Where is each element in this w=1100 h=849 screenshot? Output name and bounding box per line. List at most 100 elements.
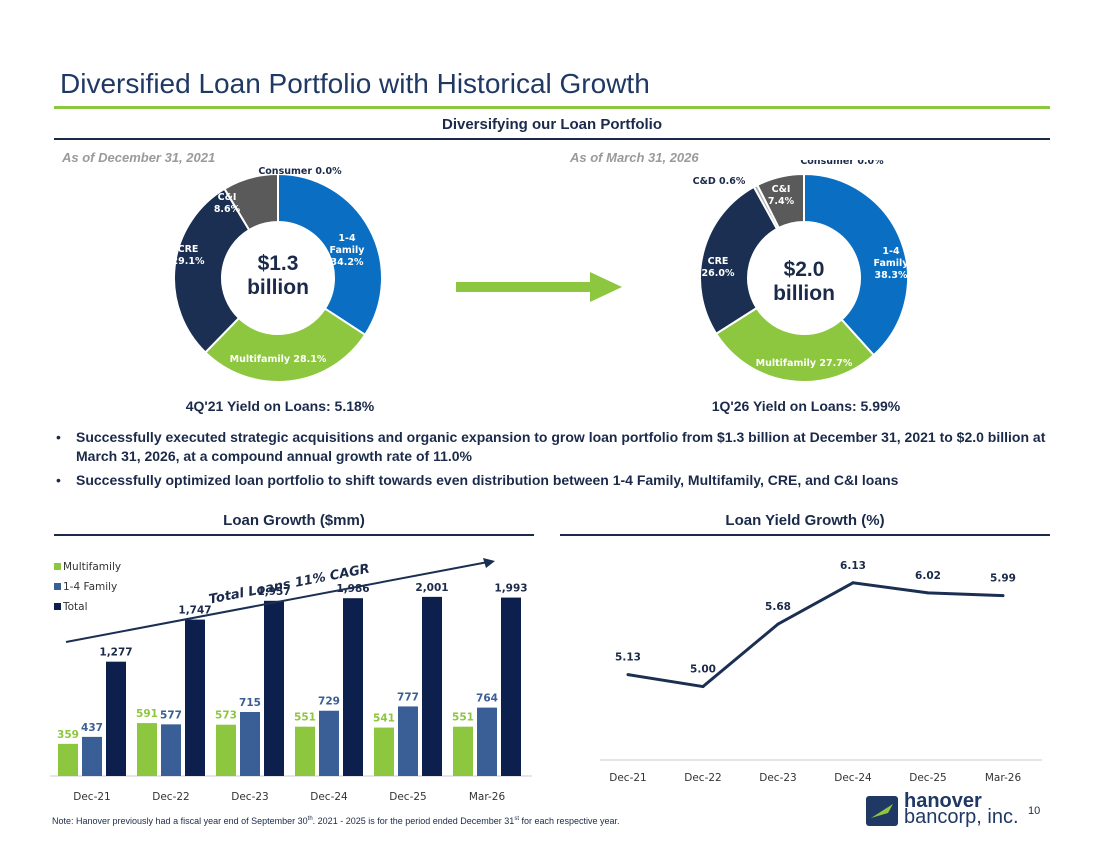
x-tick-label: Dec-24 xyxy=(310,791,348,803)
x-tick-label: Dec-22 xyxy=(684,772,721,784)
donut-slice-c-i xyxy=(756,172,805,230)
bar-value-label: 2,001 xyxy=(415,582,448,594)
bar-1-4-family xyxy=(477,707,497,776)
legend-swatch xyxy=(54,563,61,570)
x-tick-label: Dec-25 xyxy=(389,791,426,803)
donut-label: 1-4 xyxy=(882,246,900,257)
bar-total xyxy=(343,598,363,776)
x-tick-label: Dec-24 xyxy=(834,772,872,784)
loan-yield-divider xyxy=(560,534,1050,536)
bar-value-label: 1,957 xyxy=(257,586,290,598)
yield-point xyxy=(701,685,705,689)
x-tick-label: Dec-25 xyxy=(909,772,946,784)
donut-2021-center-unit: billion xyxy=(247,276,309,299)
donut-label: 38.3% xyxy=(875,270,908,281)
bar-1-4-family xyxy=(398,706,418,776)
page-title: Diversified Loan Portfolio with Historic… xyxy=(60,68,650,99)
bar-value-label: 359 xyxy=(57,729,79,741)
donut-slice-cre xyxy=(173,187,251,354)
yield-value-label: 6.02 xyxy=(915,570,941,582)
bar-value-label: 551 xyxy=(294,712,316,724)
footnote-sup: st xyxy=(514,816,519,822)
donut-2021-center: $1.3 billion xyxy=(226,252,330,300)
x-tick-label: Dec-23 xyxy=(231,791,268,803)
donut-label: CRE xyxy=(178,244,199,255)
legend-label: Multifamily xyxy=(63,561,121,573)
logo-text-line2: bancorp, inc. xyxy=(904,806,1019,828)
logo-text-line1: hanover xyxy=(904,790,982,812)
as-of-2026: As of March 31, 2026 xyxy=(570,150,699,165)
company-logo: hanover bancorp, inc. xyxy=(866,790,1026,830)
yield-point xyxy=(1001,594,1005,598)
footnote-part: Note: Hanover previously had a fiscal ye… xyxy=(52,816,308,826)
donut-label: Family xyxy=(330,245,366,256)
bar-value-label: 777 xyxy=(397,691,419,703)
donut-label: Family xyxy=(874,258,910,269)
x-tick-label: Dec-23 xyxy=(759,772,796,784)
x-tick-label: Dec-21 xyxy=(609,772,646,784)
legend-label: 1-4 Family xyxy=(63,581,117,593)
bar-total xyxy=(185,619,205,776)
bar-multifamily xyxy=(137,723,157,776)
yield-2026: 1Q'26 Yield on Loans: 5.99% xyxy=(711,398,901,414)
donut-2026-center-amount: $2.0 xyxy=(783,258,825,281)
donut-2026-center-unit: billion xyxy=(773,282,835,305)
yield-value-label: 5.99 xyxy=(990,573,1016,585)
donut-label: CRE xyxy=(708,256,729,267)
bar-value-label: 715 xyxy=(239,697,261,709)
bullet-item: Successfully executed strategic acquisit… xyxy=(56,428,1046,466)
bar-multifamily xyxy=(58,743,78,776)
donut-label: 34.2% xyxy=(331,257,364,268)
yield-value-label: 5.13 xyxy=(615,652,641,664)
yield-value-label: 5.68 xyxy=(765,601,791,613)
donut-slice-1-4-family xyxy=(803,172,909,357)
footnote-part: . 2021 - 2025 is for the period ended De… xyxy=(312,816,515,826)
yield-point xyxy=(926,591,930,595)
section-divider xyxy=(54,138,1050,140)
donut-label: 29.1% xyxy=(172,256,205,267)
bar-1-4-family xyxy=(82,736,102,776)
section-title: Diversifying our Loan Portfolio xyxy=(441,116,662,133)
bar-value-label: 541 xyxy=(373,713,395,725)
bar-value-label: 591 xyxy=(136,708,158,720)
yield-point xyxy=(851,581,855,585)
x-tick-label: Mar-26 xyxy=(985,772,1022,784)
legend-swatch xyxy=(54,583,61,590)
donut-label: Multifamily 27.7% xyxy=(756,358,853,369)
loan-growth-title: Loan Growth ($mm) xyxy=(223,512,365,529)
donut-2026-center: $2.0 billion xyxy=(752,258,856,306)
donut-slice-c-i xyxy=(223,172,279,232)
bar-value-label: 1,277 xyxy=(99,647,132,659)
bullet-item: Successfully optimized loan portfolio to… xyxy=(56,471,1046,490)
donut-slice-multifamily xyxy=(714,306,876,383)
yield-line xyxy=(627,581,1004,689)
bar-total xyxy=(106,661,126,776)
donut-slice-1-4-family xyxy=(277,172,383,337)
donut-label: C&I xyxy=(772,184,791,195)
bar-value-label: 729 xyxy=(318,696,340,708)
loan-growth-divider xyxy=(54,534,534,536)
bar-total xyxy=(501,597,521,776)
bar-value-label: 1,747 xyxy=(178,605,211,617)
yield-point xyxy=(776,622,780,626)
loan-yield-line-chart: 5.13 Dec-21 5.00 Dec-22 5.68 Dec-23 6.13 Dec-24… xyxy=(600,560,1042,784)
bar-value-label: 573 xyxy=(215,710,237,722)
bar-multifamily xyxy=(374,727,394,776)
bar-value-label: 764 xyxy=(476,693,498,705)
bar-value-label: 437 xyxy=(81,722,103,734)
logo-mark-icon xyxy=(866,796,898,826)
title-divider xyxy=(54,106,1050,109)
bar-multifamily xyxy=(216,724,236,776)
donut-slice-multifamily xyxy=(203,307,367,383)
bar-multifamily xyxy=(295,726,315,776)
footnote-part: for each respective year. xyxy=(518,816,620,826)
donut-slice-cre xyxy=(699,185,779,336)
bar-value-label: 577 xyxy=(160,709,182,721)
donut-2021-center-amount: $1.3 xyxy=(257,252,299,275)
donut-label: 7.4% xyxy=(768,196,795,207)
donut-label: 8.6% xyxy=(214,204,241,215)
bar-multifamily xyxy=(453,726,473,776)
loan-yield-title: Loan Yield Growth (%) xyxy=(725,512,885,529)
donut-label: C&I xyxy=(218,192,237,203)
